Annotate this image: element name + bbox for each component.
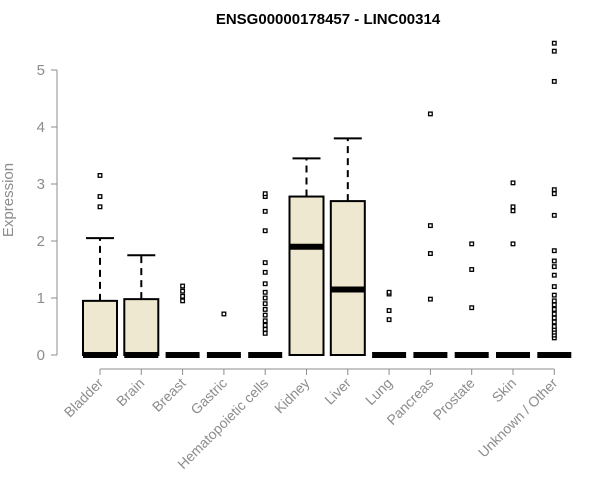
outlier-point: [551, 302, 557, 308]
box-skin: [496, 180, 530, 358]
box-body: [82, 299, 118, 357]
outlier-point: [262, 281, 268, 287]
outlier-point: [551, 298, 557, 304]
box-body: [288, 195, 325, 356]
outlier-point: [551, 191, 557, 197]
outlier-point: [97, 204, 103, 210]
outlier-point: [180, 293, 186, 299]
box-bladder: [82, 172, 118, 358]
outlier-point: [427, 111, 433, 117]
outlier-point: [551, 40, 557, 46]
y-tick-label: 0: [37, 347, 45, 364]
y-axis: 0 1 2 3 4 5: [37, 62, 58, 364]
outlier-point: [551, 272, 557, 278]
x-tick-label: Lung: [362, 375, 395, 408]
y-tick-label: 4: [37, 119, 45, 136]
outlier-point: [510, 204, 516, 210]
outlier-point: [262, 191, 268, 197]
outlier-point: [262, 306, 268, 312]
outlier-point: [469, 241, 475, 247]
outlier-point: [510, 208, 516, 214]
outlier-point: [551, 78, 557, 84]
outlier-point: [262, 208, 268, 214]
outlier-point: [262, 295, 268, 301]
outlier-point: [262, 330, 268, 336]
outlier-point: [221, 311, 227, 317]
y-tick-label: 2: [37, 233, 45, 250]
outlier-point: [551, 264, 557, 270]
outlier-point: [551, 324, 557, 329]
outlier-point: [262, 312, 268, 318]
outlier-point: [180, 298, 186, 304]
outlier-point: [97, 172, 103, 178]
box-kidney: [288, 157, 325, 356]
x-tick-label: Brain: [113, 375, 147, 409]
outlier-point: [551, 187, 557, 193]
y-axis-label: Expression: [0, 163, 17, 237]
outlier-point: [551, 319, 557, 325]
outlier-point: [551, 284, 557, 290]
outlier-point: [469, 267, 475, 272]
outlier-point: [427, 296, 433, 302]
outlier-point: [386, 317, 392, 323]
box-hematopoietic-cells: [248, 191, 283, 358]
box-body: [123, 298, 160, 357]
outlier-point: [427, 251, 433, 256]
box-breast: [165, 283, 200, 358]
outlier-point: [386, 308, 392, 313]
outlier-point: [386, 289, 392, 295]
outlier-point: [427, 223, 433, 229]
x-tick-label: Kidney: [271, 375, 313, 417]
outlier-point: [551, 292, 557, 298]
outlier-point: [262, 269, 268, 275]
chart-title: ENSG00000178457 - LINC00314: [216, 11, 441, 28]
outlier-point: [180, 288, 186, 294]
outlier-point: [551, 48, 557, 54]
outlier-point: [551, 258, 557, 264]
outlier-point: [551, 311, 557, 317]
outlier-point: [262, 260, 268, 266]
outlier-point: [551, 306, 557, 312]
outlier-point: [469, 305, 475, 311]
outlier-point: [262, 322, 268, 328]
outlier-point: [262, 326, 268, 332]
outlier-point: [262, 301, 268, 307]
outlier-point: [262, 289, 268, 295]
x-tick-label: Skin: [489, 375, 520, 406]
outlier-point: [262, 228, 268, 234]
outlier-point: [551, 315, 557, 321]
x-tick-label: Bladder: [61, 375, 107, 421]
box-pancreas: [413, 111, 448, 358]
outlier-point: [551, 212, 557, 218]
box-liver: [329, 137, 366, 356]
y-tick-label: 1: [37, 290, 45, 307]
outlier-point: [510, 241, 516, 247]
outlier-point: [510, 180, 516, 186]
box-gastric: [206, 311, 241, 358]
outlier-point: [551, 248, 557, 254]
y-tick-label: 3: [37, 176, 45, 193]
box-prostate: [454, 241, 489, 358]
outlier-point: [97, 194, 103, 199]
y-tick-label: 5: [37, 62, 45, 79]
box-brain: [123, 254, 160, 358]
x-tick-label: Breast: [149, 375, 189, 415]
x-tick-label: Prostate: [430, 375, 478, 423]
box-lung: [372, 289, 407, 358]
outlier-point: [262, 318, 268, 324]
outlier-point: [180, 283, 186, 289]
x-tick-label: Liver: [321, 375, 354, 408]
boxes-group: [82, 40, 572, 358]
box-body: [329, 200, 366, 356]
box-unknown-other: [537, 40, 572, 358]
